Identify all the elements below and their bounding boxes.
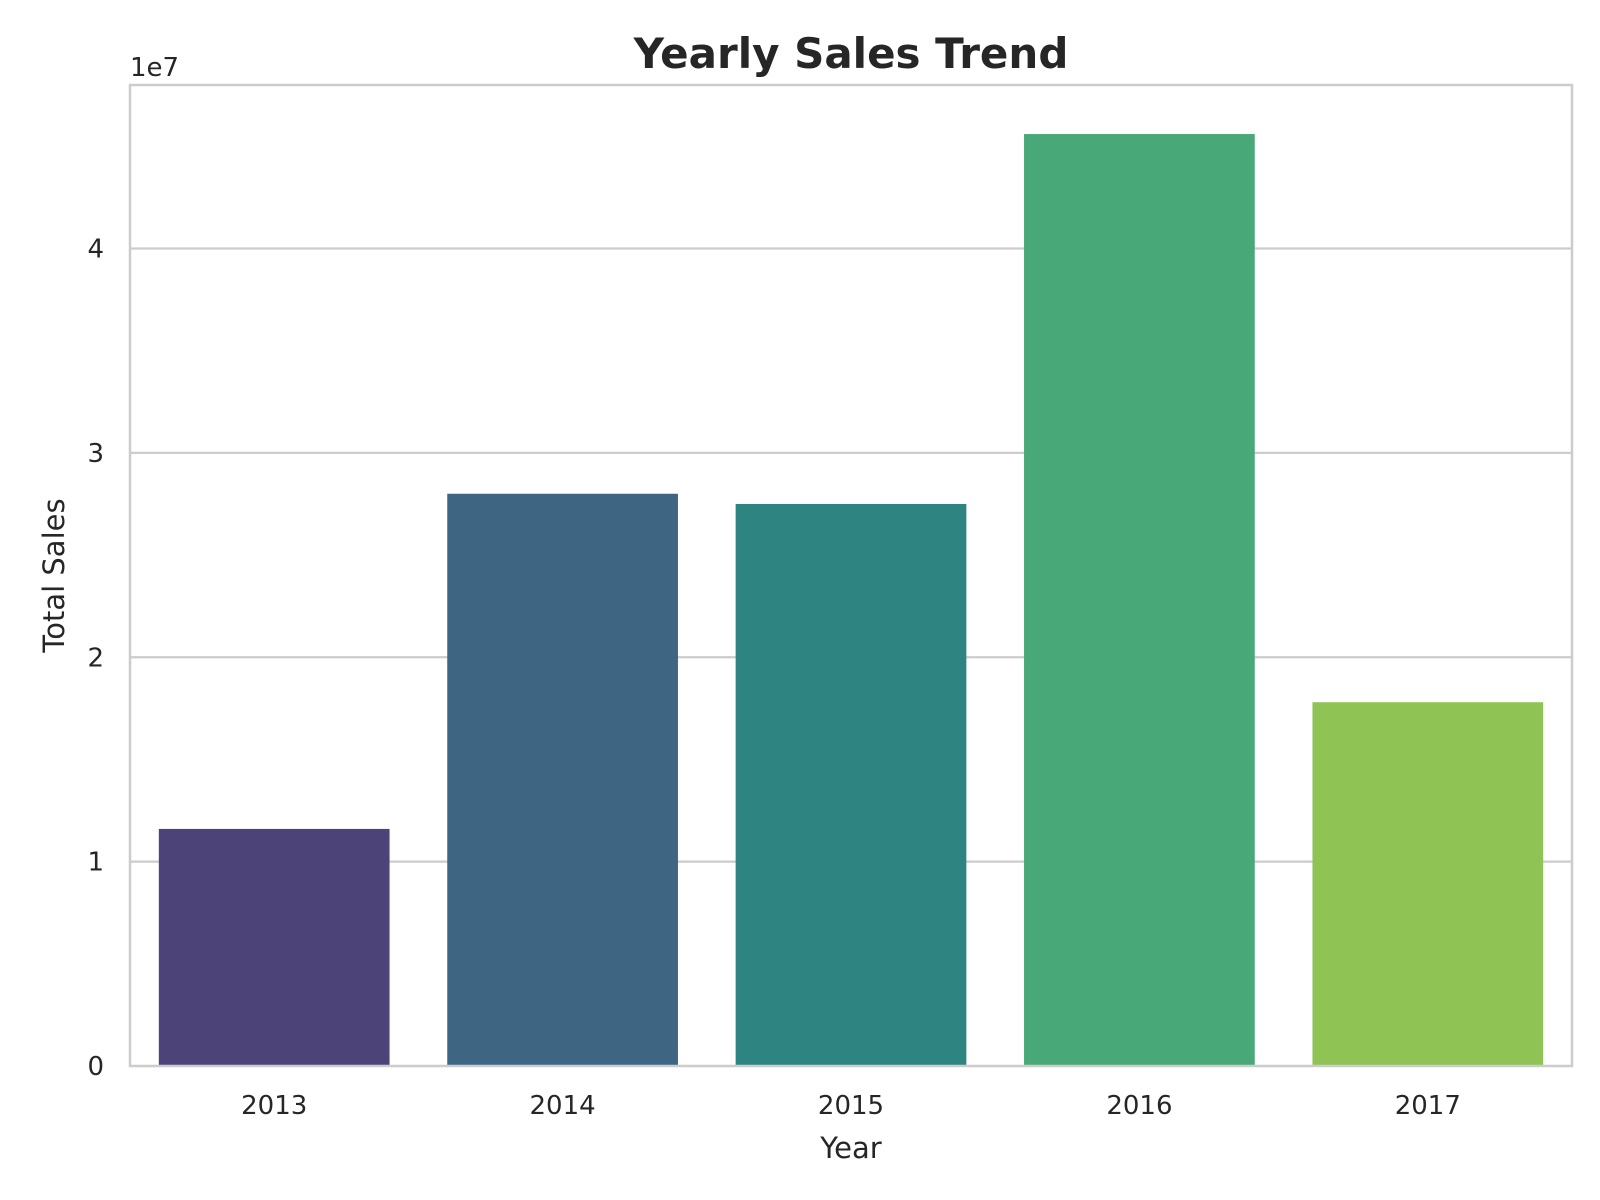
bar-2013 xyxy=(158,828,390,1066)
y-tick-label: 0 xyxy=(87,1052,104,1082)
y-axis-ticks: 0 1 2 3 4 xyxy=(87,235,104,1083)
bars xyxy=(158,134,1544,1067)
chart-title: Yearly Sales Trend xyxy=(633,29,1069,78)
y-axis-title: Total Sales xyxy=(37,498,71,653)
bar-2015 xyxy=(735,503,967,1066)
x-tick-label: 2014 xyxy=(530,1091,596,1121)
y-tick-label: 3 xyxy=(87,439,104,469)
y-axis-offset-label: 1e7 xyxy=(130,53,179,83)
x-tick-label: 2013 xyxy=(241,1091,307,1121)
bar-2014 xyxy=(447,493,678,1066)
x-tick-label: 2017 xyxy=(1395,1091,1461,1121)
bar-2016 xyxy=(1024,134,1255,1067)
y-tick-label: 4 xyxy=(87,235,104,265)
y-tick-label: 2 xyxy=(87,643,104,673)
x-tick-label: 2015 xyxy=(818,1091,884,1121)
x-axis-title: Year xyxy=(819,1131,881,1165)
plot-frame xyxy=(128,83,1574,1068)
bar-2017 xyxy=(1312,702,1544,1066)
x-tick-label: 2016 xyxy=(1106,1091,1172,1121)
x-axis-ticks: 2013 2014 2015 2016 2017 xyxy=(241,1091,1461,1121)
y-tick-label: 1 xyxy=(87,848,104,878)
